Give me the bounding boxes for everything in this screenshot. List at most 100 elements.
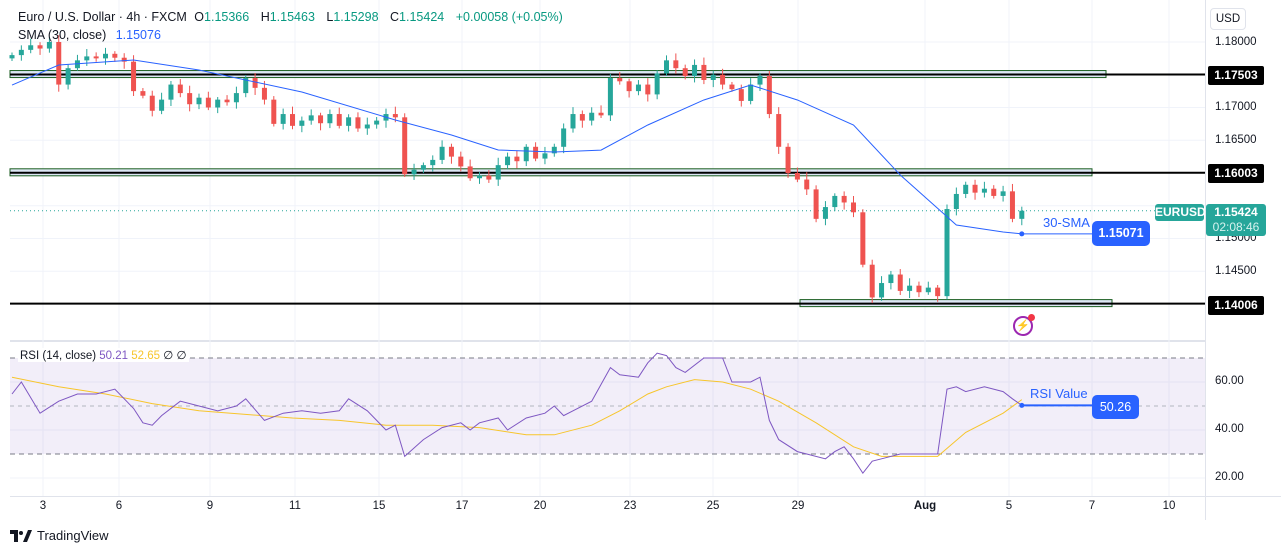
time-tick: 29: [791, 500, 805, 512]
candle-down: [261, 87, 267, 100]
candle-up: [308, 115, 314, 121]
rsi-ma-line: [11, 376, 1023, 457]
candle-down: [467, 166, 473, 179]
candle-down: [37, 45, 43, 49]
time-tick: 23: [623, 500, 637, 512]
candle-down: [93, 56, 99, 59]
change-value: +0.00058 (+0.05%): [455, 10, 563, 24]
candle-down: [514, 156, 520, 162]
time-tick: 3: [39, 500, 47, 512]
candle-up: [411, 169, 417, 175]
rsi-ma-legend-value: 52.65: [131, 350, 161, 362]
candle-down: [187, 93, 193, 105]
candle-up: [551, 146, 557, 154]
time-tick: 7: [1088, 500, 1096, 512]
candle-down: [897, 274, 903, 291]
candle-down: [486, 175, 492, 180]
candle-up: [570, 114, 576, 129]
price-tick: 1.16500: [1215, 134, 1257, 146]
candle-down: [720, 74, 726, 85]
level-label-3: 1.14006: [1208, 296, 1264, 315]
candle-up: [196, 97, 202, 105]
candle-up: [888, 274, 894, 284]
candle-down: [869, 264, 875, 298]
sma-legend[interactable]: SMA (30, close) 1.15076: [18, 28, 161, 42]
rsi-legend-label: RSI (14, close): [20, 350, 97, 362]
rsi-tick: 40.00: [1215, 423, 1244, 435]
price-axis-border: [1205, 0, 1206, 520]
time-tick: 9: [206, 500, 214, 512]
candle-up: [953, 193, 959, 210]
candle-up: [925, 287, 931, 293]
close-value: 1.15424: [399, 10, 445, 24]
tradingview-logo[interactable]: TradingView: [10, 528, 109, 543]
symbol-title[interactable]: Euro / U.S. Dollar · 4h · FXCM: [18, 10, 187, 24]
currency-button[interactable]: USD: [1210, 8, 1246, 30]
brand-name: TradingView: [37, 528, 109, 543]
candle-up: [907, 285, 913, 291]
candle-up: [243, 78, 249, 94]
candle-up: [1000, 191, 1006, 196]
candle-up: [168, 84, 174, 100]
rsi-legend-extra-2: ∅: [176, 350, 187, 362]
time-tick: 20: [533, 500, 547, 512]
level-label-2: 1.16003: [1208, 164, 1264, 183]
open-label: O: [194, 10, 205, 24]
candle-down: [336, 114, 342, 126]
candle-up: [46, 42, 52, 49]
candle-down: [673, 60, 679, 69]
time-tick: 6: [115, 500, 123, 512]
candle-down: [392, 114, 398, 118]
candle-down: [121, 57, 127, 62]
candle-down: [579, 114, 585, 121]
candle-up: [9, 55, 15, 59]
candle-up: [430, 159, 436, 166]
candle-up: [495, 165, 501, 180]
candle-down: [617, 78, 623, 82]
price-tick: 1.17000: [1215, 101, 1257, 113]
candle-down: [804, 179, 810, 190]
candle-up: [561, 128, 567, 147]
rsi-legend-extra-1: ∅: [163, 350, 174, 362]
candle-down: [645, 84, 651, 95]
high-value: 1.15463: [269, 10, 315, 24]
rsi-tick: 20.00: [1215, 471, 1244, 483]
candle-up: [832, 195, 838, 208]
candle-up: [374, 120, 380, 125]
candle-down: [149, 95, 155, 111]
low-label: L: [326, 10, 334, 24]
candle-up: [215, 99, 221, 108]
price-tick: 1.18000: [1215, 36, 1257, 48]
candle-up: [65, 68, 71, 85]
candle-up: [635, 84, 641, 92]
symbol-legend: Euro / U.S. Dollar · 4h · FXCM O1.15366 …: [18, 10, 567, 24]
candle-up: [1019, 210, 1025, 219]
candle-down: [290, 114, 295, 126]
time-tick: 10: [1162, 500, 1176, 512]
candle-down: [205, 97, 211, 108]
candle-up: [822, 207, 828, 219]
candle-up: [757, 76, 763, 85]
time-axis-border: [10, 496, 1281, 497]
candle-up: [589, 112, 595, 121]
rsi-legend[interactable]: RSI (14, close) 50.21 52.65 ∅ ∅: [18, 348, 189, 362]
lightning-icon[interactable]: ⚡: [1013, 314, 1035, 336]
candle-down: [729, 84, 735, 90]
candle-down: [813, 189, 819, 219]
time-tick: 25: [706, 500, 720, 512]
candle-up: [981, 188, 987, 193]
candle-down: [224, 99, 230, 103]
high: H1.15463: [261, 10, 319, 24]
candle-up: [505, 156, 511, 166]
candle-up: [18, 49, 24, 56]
candle-up: [439, 146, 445, 160]
candle-down: [841, 195, 847, 203]
candle-up: [654, 73, 660, 95]
candle-up: [664, 60, 669, 74]
candle-up: [346, 117, 352, 126]
tradingview-logo-icon: [10, 529, 32, 542]
candle-down: [991, 188, 997, 196]
candle-down: [766, 76, 772, 115]
candle-up: [542, 153, 548, 159]
